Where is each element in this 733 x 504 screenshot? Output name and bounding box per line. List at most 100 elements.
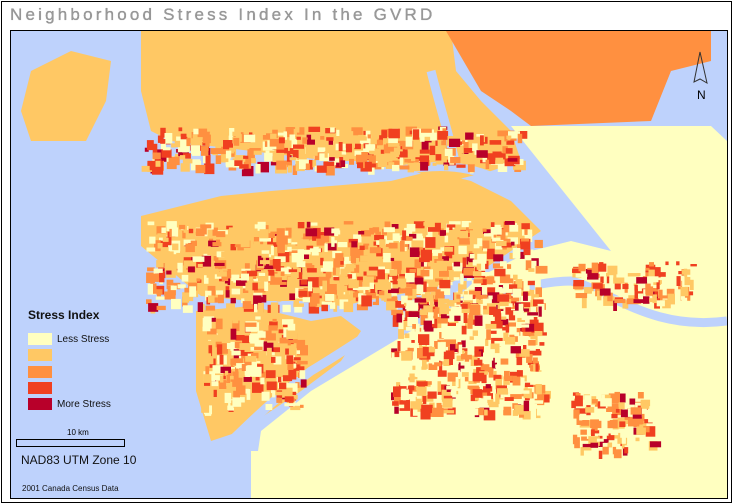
tract-cell xyxy=(412,129,420,140)
tract-cell xyxy=(280,289,288,299)
tract-cell xyxy=(234,341,242,349)
tract-cell xyxy=(238,354,243,361)
tract-cell xyxy=(162,147,171,151)
tract-cell xyxy=(287,246,292,252)
tract-cell xyxy=(500,261,507,267)
tract-cell xyxy=(161,257,170,261)
tract-cell xyxy=(405,326,414,331)
tract-cell xyxy=(429,249,440,253)
tract-cell xyxy=(391,309,404,316)
tract-cell xyxy=(338,128,350,132)
tract-cell xyxy=(269,347,280,353)
tract-cell xyxy=(411,340,415,345)
tract-cell xyxy=(241,166,254,177)
tract-cell xyxy=(315,232,327,236)
tract-cell xyxy=(504,370,510,380)
tract-cell xyxy=(196,278,201,282)
tract-cell xyxy=(305,228,318,237)
tract-cell xyxy=(506,140,515,145)
tract-cell xyxy=(400,236,413,241)
tract-cell xyxy=(382,281,391,290)
tract-cell xyxy=(508,310,516,321)
tract-cell xyxy=(400,240,405,252)
tract-cell xyxy=(388,137,398,146)
tract-cell xyxy=(607,265,618,275)
tract-cell xyxy=(207,256,217,263)
tract-cell xyxy=(505,324,510,333)
tract-cell xyxy=(421,128,432,133)
tract-cell xyxy=(573,283,584,290)
tract-cell xyxy=(418,162,429,171)
tract-cell xyxy=(205,334,217,340)
tract-cell xyxy=(280,267,292,274)
tract-cell xyxy=(399,338,408,349)
tract-cell xyxy=(489,306,496,315)
tract-cell xyxy=(204,275,209,284)
tract-cell xyxy=(156,260,164,268)
tract-cell xyxy=(355,154,368,165)
tract-cell xyxy=(439,303,449,315)
tract-cell xyxy=(148,303,159,312)
legend-label-more: More Stress xyxy=(57,399,111,410)
tract-cell xyxy=(471,294,476,299)
tract-cell xyxy=(460,273,464,282)
tract-cell xyxy=(523,345,527,353)
tract-cell xyxy=(160,240,169,250)
tract-cell xyxy=(450,157,461,164)
tract-cell xyxy=(530,365,534,372)
tract-cell xyxy=(267,235,278,245)
tract-cell xyxy=(419,309,428,315)
tract-cell xyxy=(272,318,277,323)
tract-cell xyxy=(319,153,329,161)
tract-cell xyxy=(274,273,285,278)
tract-cell xyxy=(411,240,424,248)
tract-cell xyxy=(379,239,386,249)
tract-cell xyxy=(482,298,492,306)
tract-cell xyxy=(621,435,626,444)
tract-cell xyxy=(235,235,243,245)
tract-cell xyxy=(414,277,424,285)
tract-cell xyxy=(305,235,310,241)
tract-cell xyxy=(511,269,521,275)
tract-cell xyxy=(486,303,496,310)
tract-cell xyxy=(535,363,539,374)
tract-cell xyxy=(251,255,262,259)
tract-cell xyxy=(355,281,364,287)
tract-cell xyxy=(298,249,311,255)
tract-cell xyxy=(363,243,370,250)
tract-cell xyxy=(322,261,333,272)
tract-cell xyxy=(202,134,211,144)
tract-cell xyxy=(492,283,496,291)
tract-cell xyxy=(458,283,463,295)
tract-cell xyxy=(649,441,662,448)
tract-cell xyxy=(316,147,326,155)
tract-cell xyxy=(265,150,270,155)
tract-cell xyxy=(156,226,166,235)
tract-cell xyxy=(330,127,335,133)
tract-cell xyxy=(302,254,309,259)
tract-cell xyxy=(266,347,272,358)
tract-cell xyxy=(487,292,500,303)
tract-cell xyxy=(528,340,536,346)
tract-cell xyxy=(225,290,230,298)
tract-cell xyxy=(293,144,305,149)
tract-cell xyxy=(212,127,219,133)
tract-cell xyxy=(183,224,188,233)
tract-cell xyxy=(392,301,397,308)
tract-cell xyxy=(213,389,217,397)
tract-cell xyxy=(444,164,449,171)
tract-cell xyxy=(259,322,269,331)
tract-cell xyxy=(477,272,490,276)
tract-cell xyxy=(613,449,622,459)
tract-cell xyxy=(493,309,501,317)
tract-cell xyxy=(420,314,428,325)
tract-cell xyxy=(216,290,223,295)
tract-cell xyxy=(535,287,542,298)
tract-cell xyxy=(291,363,297,368)
tract-cell xyxy=(358,231,365,235)
tract-cell xyxy=(219,343,228,352)
tract-cell xyxy=(360,255,370,262)
tract-cell xyxy=(446,386,458,390)
tract-cell xyxy=(481,285,488,295)
tract-cell xyxy=(261,250,270,256)
